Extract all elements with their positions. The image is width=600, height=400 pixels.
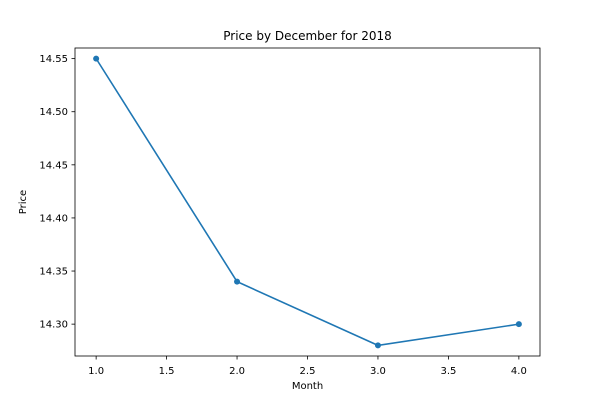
x-axis-label: Month [292,381,323,392]
y-tick-label: 14.45 [39,160,68,171]
series-line [95,58,519,347]
x-tick-label: 1.0 [88,366,104,377]
data-point [93,55,100,62]
y-tick-label: 14.55 [39,54,68,65]
x-tick-label: 1.5 [159,366,175,377]
x-tick-label: 3.5 [440,366,456,377]
chart-title: Price by December for 2018 [223,29,392,43]
data-point [234,278,241,285]
plot-frame [74,47,541,357]
x-tick-label: 2.5 [300,366,316,377]
data-point [374,342,381,349]
x-tick-label: 4.0 [511,366,527,377]
y-tick-label: 14.30 [39,320,68,331]
series-layer [93,55,522,349]
data-point [515,321,522,328]
y-tick-label: 14.40 [39,213,68,224]
x-tick-label: 3.0 [370,366,386,377]
y-tick-label: 14.50 [39,107,68,118]
y-tick-label: 14.35 [39,267,68,278]
plot-area [74,47,541,357]
y-axis-label: Price [18,190,29,214]
y-axis: 14.30 14.35 14.40 14.45 14.50 14.55 [39,54,75,331]
x-axis: 1.0 1.5 2.0 2.5 3.0 3.5 4.0 [88,356,527,377]
x-tick-label: 2.0 [229,366,245,377]
